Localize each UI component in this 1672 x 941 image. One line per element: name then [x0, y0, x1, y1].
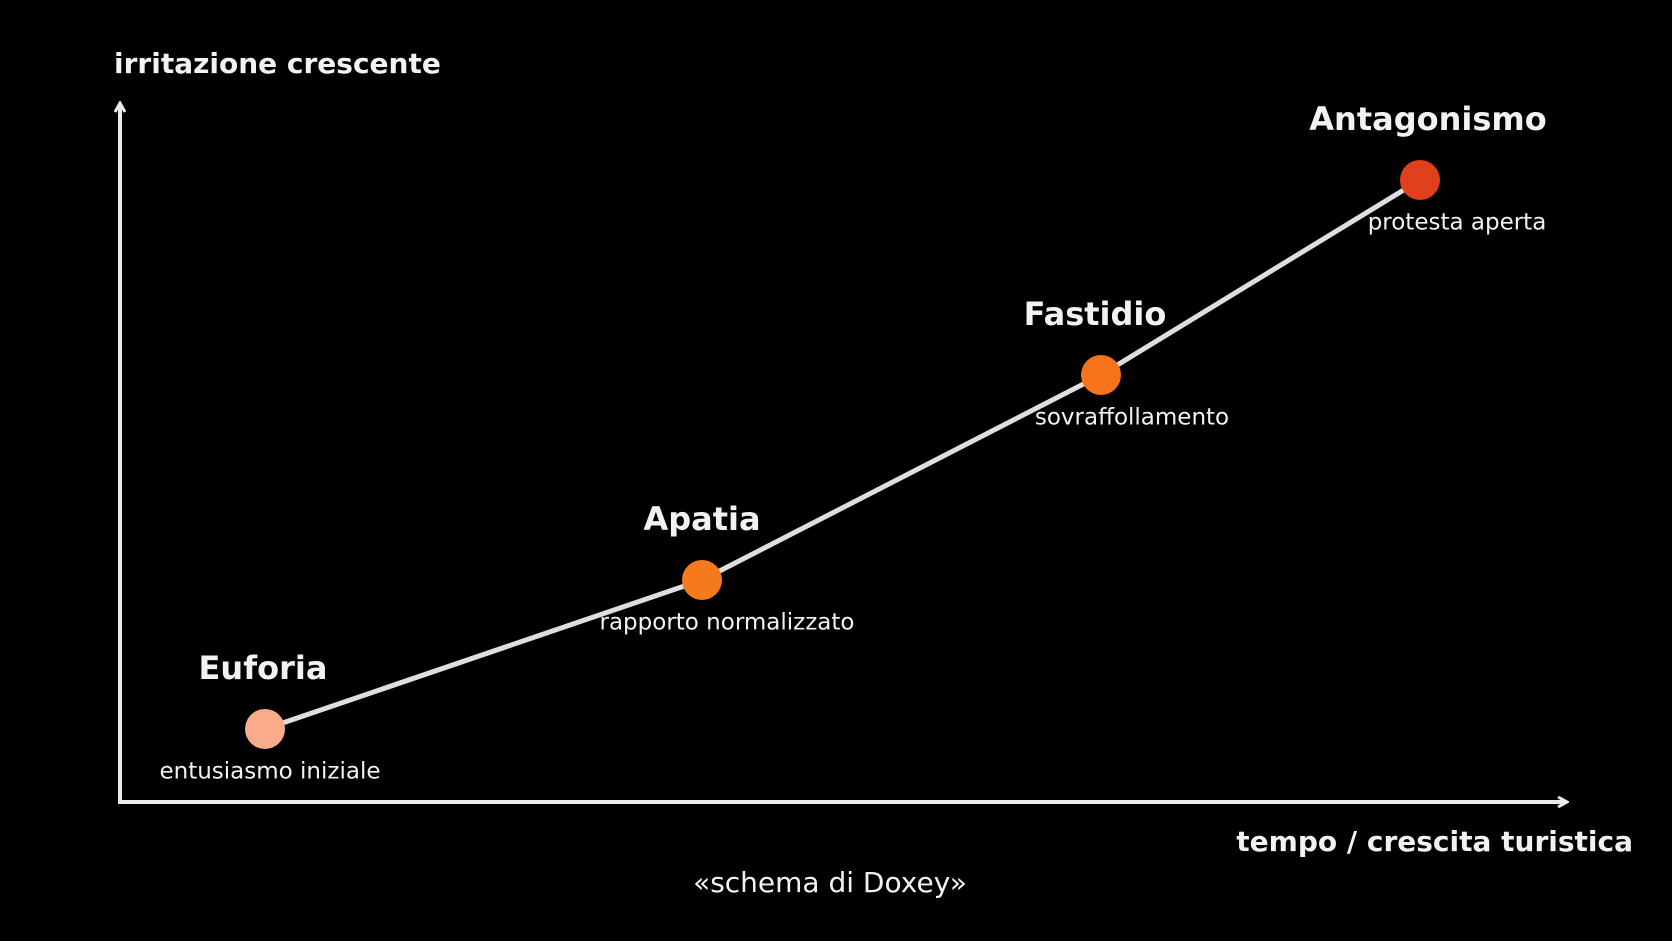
caption: «schema di Doxey» — [693, 866, 967, 899]
node-sublabel: protesta aperta — [1368, 210, 1547, 236]
x-axis-label: tempo / crescita turistica — [1236, 825, 1633, 858]
node-sublabel: sovraffollamento — [1035, 405, 1229, 431]
y-axis-label: irritazione crescente — [114, 47, 441, 80]
node-dot — [1400, 160, 1440, 200]
node-dot — [245, 709, 285, 749]
node-sublabel: rapporto normalizzato — [600, 610, 855, 636]
connector — [264, 177, 1422, 732]
node-dot — [1081, 355, 1121, 395]
node-dot — [682, 560, 722, 600]
node-label: Antagonismo — [1309, 100, 1546, 138]
node-sublabel: entusiasmo iniziale — [159, 759, 380, 785]
node-label: Fastidio — [1024, 295, 1167, 333]
nodes: Euforia entusiasmo iniziale Apatia rapporto… — [159, 100, 1546, 785]
node-label: Euforia — [199, 649, 328, 687]
node-label: Apatia — [643, 500, 760, 538]
